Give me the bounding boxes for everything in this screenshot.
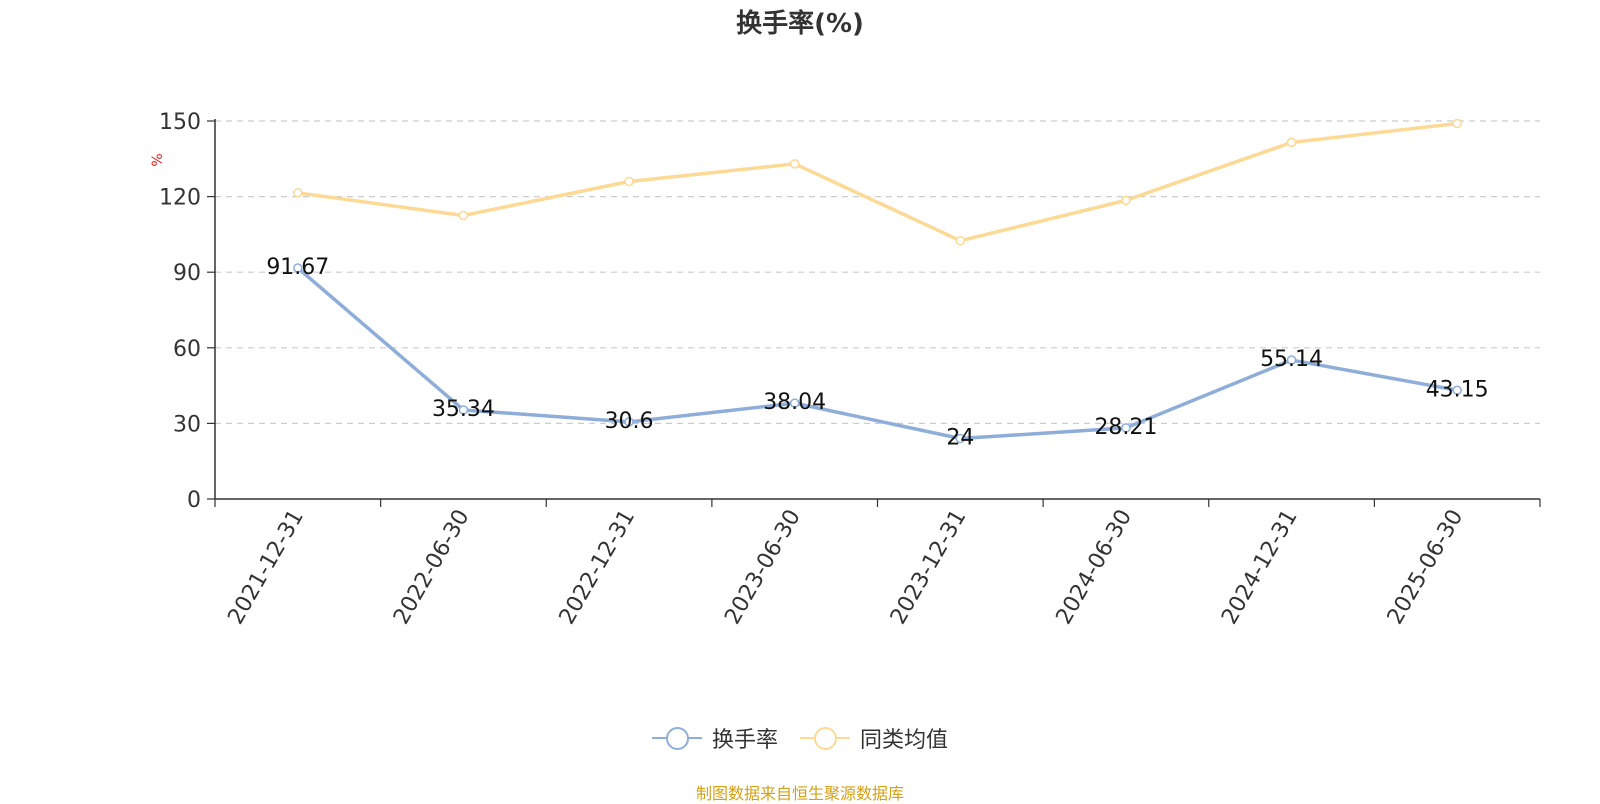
y-tick-label: 0 [187, 488, 201, 513]
legend-line-circle-icon [800, 726, 850, 750]
legend-item-turnover[interactable]: 换手率 [651, 722, 778, 754]
y-tick-label: 90 [173, 261, 201, 286]
data-point [1286, 137, 1297, 148]
legend-label: 换手率 [711, 728, 778, 753]
x-tick-label: 2023-12-31 [886, 506, 972, 629]
x-tick-label: 2021-12-31 [223, 506, 309, 629]
series-line [296, 266, 1458, 441]
data-point [789, 159, 800, 169]
data-label: 30.6 [605, 409, 654, 434]
x-tick-label: 2024-12-31 [1217, 506, 1303, 629]
data-label: 55.14 [1260, 347, 1323, 372]
data-point [1286, 355, 1297, 365]
data-point [1452, 385, 1462, 396]
data-point [293, 188, 303, 198]
data-point [1452, 118, 1462, 129]
legend-line-circle-icon [651, 726, 702, 750]
legend-label: 同类均值 [860, 728, 949, 753]
data-label: 24 [946, 426, 974, 451]
data-point [789, 398, 800, 408]
data-label: 38.04 [763, 390, 826, 415]
legend-item-peer-average[interactable]: 同类均值 [800, 722, 948, 754]
data-label: 28.21 [1094, 415, 1157, 440]
series-lines [293, 118, 1462, 444]
data-point [624, 417, 634, 427]
data-label: 35.34 [432, 397, 495, 422]
y-tick-label: 60 [173, 337, 201, 362]
y-tick-label: 120 [159, 186, 201, 211]
data-label: 43.15 [1426, 377, 1489, 402]
chart-title: 换手率(%) [736, 8, 864, 39]
x-tick-label: 2024-06-30 [1052, 506, 1138, 629]
source-note: 制图数据来自恒生聚源数据库 [695, 784, 904, 803]
y-tick-label: 150 [159, 110, 201, 135]
data-point [1121, 423, 1131, 433]
gridlines [215, 120, 1540, 424]
data-point [293, 263, 303, 273]
data-point [458, 405, 469, 415]
data-point [458, 210, 469, 221]
data-point [955, 235, 966, 246]
series-line [297, 121, 1458, 243]
data-point [624, 176, 634, 187]
x-tick-label: 2022-06-30 [389, 506, 475, 629]
x-tick-label: 2025-06-30 [1383, 506, 1469, 629]
y-tick-label: 30 [173, 412, 201, 437]
data-point [955, 433, 966, 444]
legend: 换手率 同类均值 [0, 722, 1600, 754]
data-point [1121, 195, 1131, 206]
x-tick-label: 2022-12-31 [555, 506, 641, 629]
data-label: 91.67 [266, 255, 329, 280]
data-labels: 91.67 35.34 30.6 38.04 24 28.21 55.14 43.15 [266, 255, 1488, 451]
x-tick-label: 2023-06-30 [720, 506, 806, 629]
y-axis-label: % [150, 153, 166, 166]
